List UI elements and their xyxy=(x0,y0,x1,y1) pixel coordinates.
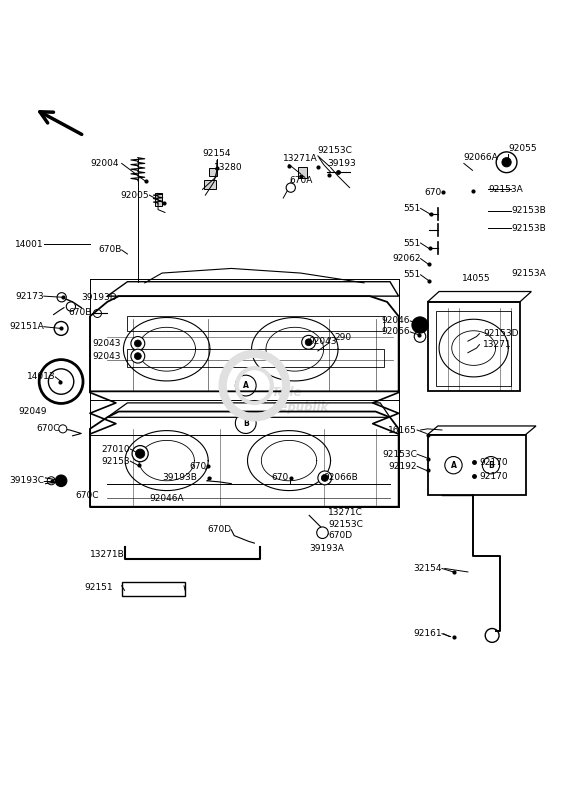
Text: 92046: 92046 xyxy=(382,317,410,326)
Text: 551: 551 xyxy=(404,270,420,279)
Text: 92066A: 92066A xyxy=(464,154,499,162)
Text: 92192: 92192 xyxy=(388,462,417,471)
Text: 13271B: 13271B xyxy=(90,550,124,559)
Text: 670C: 670C xyxy=(36,424,60,434)
Circle shape xyxy=(317,527,328,538)
Circle shape xyxy=(321,474,328,482)
Circle shape xyxy=(55,475,67,486)
Text: 13271: 13271 xyxy=(483,340,512,349)
Circle shape xyxy=(132,446,148,462)
Text: 14013: 14013 xyxy=(27,373,55,382)
Text: 92153D: 92153D xyxy=(483,329,519,338)
Text: 13271A: 13271A xyxy=(283,154,318,163)
Text: 39193C: 39193C xyxy=(9,476,44,486)
Text: Teile
Republik: Teile Republik xyxy=(272,386,329,414)
Text: 670D: 670D xyxy=(207,526,231,534)
Text: 670C: 670C xyxy=(75,490,99,500)
Circle shape xyxy=(57,293,67,302)
Circle shape xyxy=(502,158,511,167)
Text: 27010: 27010 xyxy=(102,445,130,454)
Text: 92153A: 92153A xyxy=(489,185,523,194)
Bar xyxy=(127,316,384,330)
Text: 670B: 670B xyxy=(98,246,121,254)
Circle shape xyxy=(59,425,67,433)
Bar xyxy=(204,180,216,190)
Text: A: A xyxy=(243,381,249,390)
Circle shape xyxy=(305,339,312,346)
Text: 670: 670 xyxy=(190,462,207,471)
Text: 92066B: 92066B xyxy=(324,474,359,482)
Text: 14001: 14001 xyxy=(15,240,44,249)
Circle shape xyxy=(496,152,517,173)
Bar xyxy=(121,582,185,596)
Bar xyxy=(155,193,162,206)
Text: 16165: 16165 xyxy=(388,426,417,434)
Text: 92161: 92161 xyxy=(413,629,442,638)
Text: 92170: 92170 xyxy=(479,458,508,467)
Text: 92046A: 92046A xyxy=(150,494,184,502)
Circle shape xyxy=(412,317,428,333)
Bar xyxy=(436,310,511,386)
Text: A: A xyxy=(450,461,457,470)
Text: 39193B: 39193B xyxy=(162,474,197,482)
Text: 670: 670 xyxy=(272,474,289,482)
Text: 670A: 670A xyxy=(289,176,312,186)
Text: 92043: 92043 xyxy=(308,337,336,346)
Circle shape xyxy=(134,340,141,347)
Text: 92153C: 92153C xyxy=(318,146,353,154)
Text: 92066: 92066 xyxy=(381,327,410,337)
Text: 92049: 92049 xyxy=(18,407,47,416)
Text: 39193: 39193 xyxy=(327,159,356,168)
Circle shape xyxy=(286,183,296,192)
Bar xyxy=(298,167,307,178)
Text: 92151: 92151 xyxy=(85,583,113,592)
Text: 290: 290 xyxy=(334,333,351,342)
Circle shape xyxy=(67,302,75,311)
Text: 92170: 92170 xyxy=(479,472,508,481)
Text: 92154: 92154 xyxy=(203,149,231,158)
Text: 670B: 670B xyxy=(68,308,92,317)
Text: 92153: 92153 xyxy=(102,457,130,466)
Text: 13280: 13280 xyxy=(214,163,242,172)
Circle shape xyxy=(135,449,145,458)
Text: 39193A: 39193A xyxy=(309,544,344,554)
Text: 92043: 92043 xyxy=(92,352,120,361)
Text: 13271C: 13271C xyxy=(328,508,363,517)
Text: 92005: 92005 xyxy=(121,190,150,200)
Text: B: B xyxy=(243,418,249,427)
Text: 92153B: 92153B xyxy=(511,206,546,215)
Text: 551: 551 xyxy=(404,238,420,247)
Text: 670D: 670D xyxy=(328,530,352,539)
Text: 92173: 92173 xyxy=(15,292,44,301)
Text: 14055: 14055 xyxy=(462,274,491,283)
Circle shape xyxy=(485,629,499,642)
Text: 670: 670 xyxy=(425,188,442,197)
Text: 92043: 92043 xyxy=(92,339,120,348)
Text: 32154: 32154 xyxy=(413,564,442,573)
Text: 551: 551 xyxy=(404,204,420,213)
Text: 92153C: 92153C xyxy=(328,519,363,529)
Text: B: B xyxy=(488,461,494,470)
Text: 92062: 92062 xyxy=(392,254,420,263)
Text: 92153A: 92153A xyxy=(511,269,546,278)
Text: 92153C: 92153C xyxy=(383,450,417,458)
Bar xyxy=(127,350,384,366)
Circle shape xyxy=(318,471,332,485)
Text: 39193D: 39193D xyxy=(81,293,117,302)
Circle shape xyxy=(131,337,145,350)
Circle shape xyxy=(302,335,315,350)
Text: 92004: 92004 xyxy=(91,159,119,168)
Text: 92151A: 92151A xyxy=(9,322,44,331)
Text: 92153B: 92153B xyxy=(511,223,546,233)
Circle shape xyxy=(131,350,145,363)
Bar xyxy=(210,168,217,176)
Text: 92055: 92055 xyxy=(508,144,537,153)
Circle shape xyxy=(134,353,141,360)
